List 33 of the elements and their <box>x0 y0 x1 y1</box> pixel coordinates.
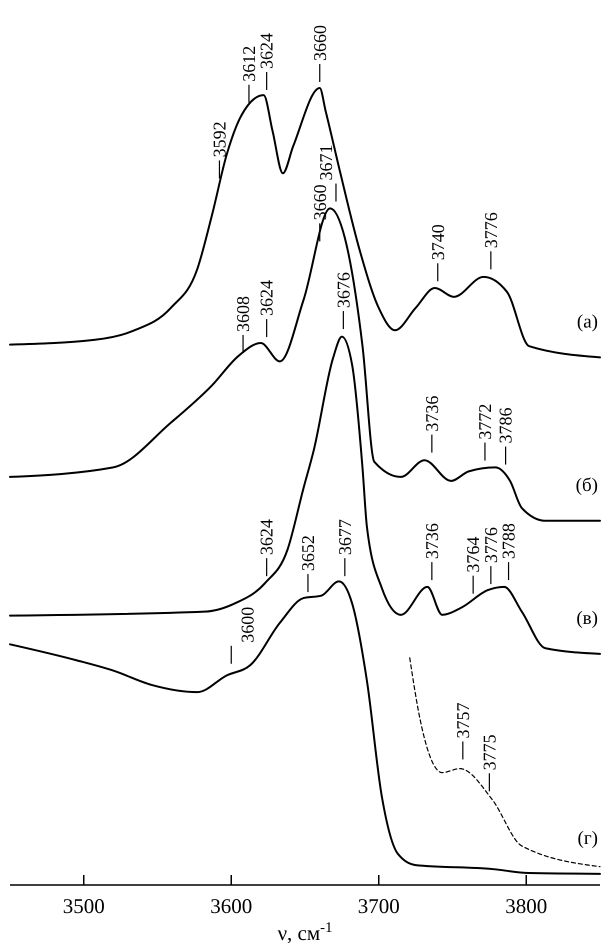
annotation: 3736 <box>422 523 442 560</box>
annotation: 3660 <box>310 25 330 61</box>
x-tick-label: 3600 <box>210 894 252 918</box>
annotation: 3788 <box>498 523 519 560</box>
series-label: (б) <box>576 474 598 496</box>
x-axis-title: ν, см$^{-1}$ <box>278 920 332 943</box>
annotation: 3671 <box>316 144 336 181</box>
annotation: 3608 <box>233 296 254 332</box>
annotation: 3624 <box>256 280 277 316</box>
series-label: (в) <box>576 608 598 629</box>
annotation: 3786 <box>496 408 516 444</box>
annotation: 3624 <box>256 32 277 69</box>
annotation: 3776 <box>480 527 501 564</box>
annotation: 3624 <box>256 519 277 556</box>
series-label: (г) <box>578 828 598 849</box>
annotation: 3775 <box>479 734 500 770</box>
x-tick-label: 3800 <box>505 894 548 918</box>
annotation: 3772 <box>474 404 495 440</box>
annotation: 3612 <box>238 46 259 82</box>
annotation: 3677 <box>334 519 355 556</box>
series-label: (а) <box>576 311 598 332</box>
x-tick-label: 3700 <box>358 894 400 918</box>
annotation: 3757 <box>452 702 473 738</box>
annotation: 3740 <box>428 224 448 260</box>
annotation: 3736 <box>422 396 442 432</box>
annotation: 3652 <box>298 535 318 572</box>
annotation: 3676 <box>333 272 354 308</box>
annotation: 3592 <box>209 121 230 158</box>
annotation: 3764 <box>463 536 484 573</box>
annotation: 3776 <box>480 212 501 248</box>
annotation: 3660 <box>310 184 330 220</box>
annotation: 3600 <box>237 606 258 643</box>
x-tick-label: 3500 <box>62 894 105 918</box>
